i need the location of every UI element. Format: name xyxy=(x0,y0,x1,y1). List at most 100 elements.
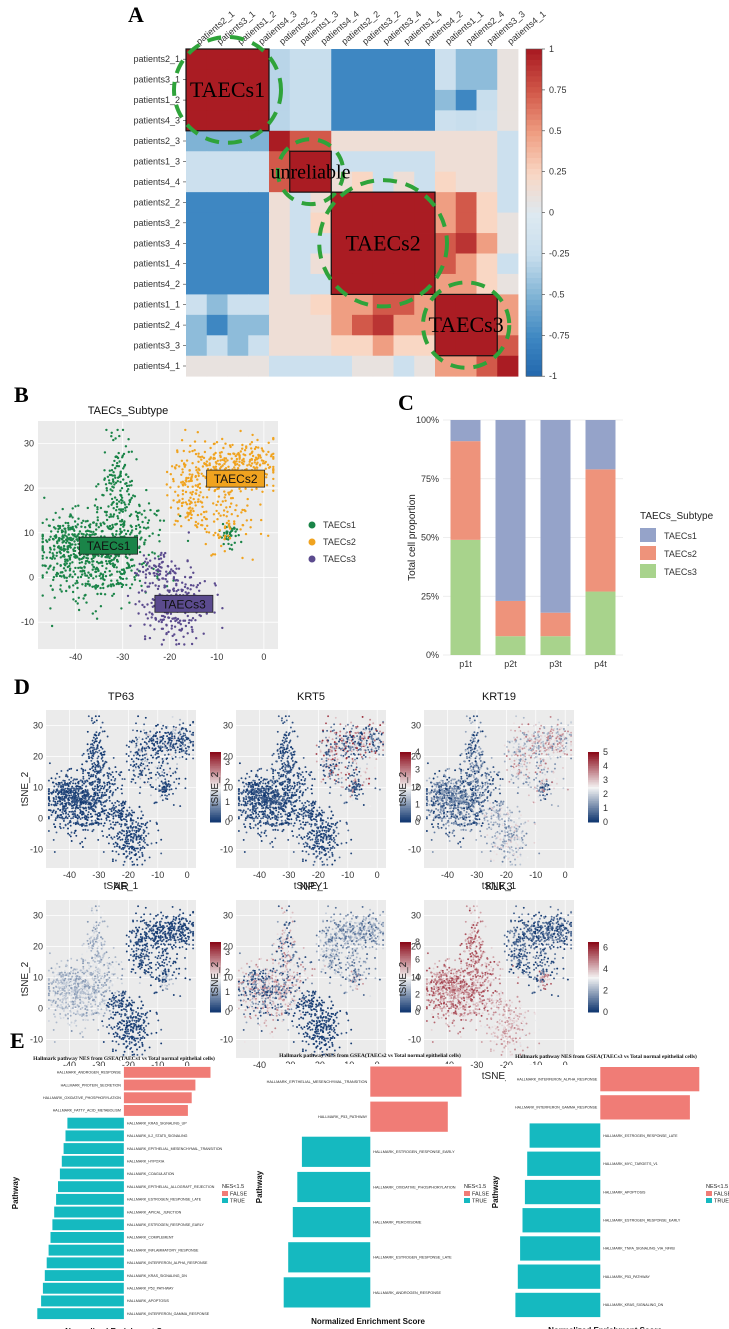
cell-point xyxy=(125,505,128,509)
cell-point xyxy=(92,530,95,534)
colorbar-segment xyxy=(526,354,542,361)
cell-point xyxy=(158,562,161,566)
expression-point xyxy=(192,731,195,734)
expression-point xyxy=(99,752,102,755)
heatmap-cell xyxy=(310,355,332,377)
cell-point xyxy=(192,584,195,587)
cell-point xyxy=(110,515,113,518)
stacked-bar-segment xyxy=(495,636,526,655)
cell-point xyxy=(119,493,122,497)
heatmap-cell xyxy=(289,355,311,377)
expression-point xyxy=(269,823,271,826)
expression-point xyxy=(94,763,97,766)
cell-point xyxy=(164,585,167,588)
expression-point xyxy=(65,773,68,776)
expression-point xyxy=(121,815,124,818)
expression-point xyxy=(246,816,249,819)
expression-point xyxy=(68,768,71,771)
cell-point xyxy=(191,473,194,476)
cell-point xyxy=(260,459,264,462)
cell-point xyxy=(170,465,174,468)
expression-point xyxy=(50,803,53,806)
cell-point xyxy=(185,480,188,483)
expression-point xyxy=(192,757,195,760)
expression-point xyxy=(94,715,97,718)
expression-point xyxy=(243,851,246,853)
cell-point xyxy=(144,613,148,616)
expression-point xyxy=(93,762,96,764)
expression-point xyxy=(286,757,289,760)
x-tick-label: -40 xyxy=(253,870,266,880)
expression-point xyxy=(150,754,153,757)
heatmap-cell xyxy=(248,49,270,70)
expression-point xyxy=(107,842,110,845)
cell-point xyxy=(205,496,209,499)
expression-point xyxy=(154,773,157,776)
expression-point xyxy=(291,808,294,811)
expression-point xyxy=(66,791,69,794)
expression-point xyxy=(123,834,126,837)
cell-point xyxy=(77,566,80,570)
expression-point xyxy=(120,819,123,821)
expression-point xyxy=(128,847,131,850)
expression-point xyxy=(129,749,132,752)
expression-point xyxy=(113,779,116,782)
cell-point xyxy=(248,460,251,463)
expression-point xyxy=(98,741,101,744)
cell-point xyxy=(233,526,236,529)
cell-point xyxy=(103,451,107,454)
expression-point xyxy=(94,810,97,813)
cell-point xyxy=(113,563,117,567)
colorbar-segment xyxy=(526,49,542,55)
cell-point xyxy=(124,473,128,476)
panel-letter-b: B xyxy=(14,382,29,407)
expression-point xyxy=(240,803,243,806)
cell-point xyxy=(143,605,146,609)
expression-point xyxy=(107,811,110,814)
expression-point xyxy=(143,759,146,762)
expression-point xyxy=(74,788,77,791)
expression-point xyxy=(150,781,153,784)
y-tick-label: 0 xyxy=(29,572,34,582)
expression-point xyxy=(269,842,272,845)
expression-point xyxy=(175,767,178,770)
cell-point xyxy=(45,539,48,542)
cell-point xyxy=(111,478,115,481)
expression-point xyxy=(169,737,172,739)
heatmap-cell xyxy=(476,151,498,173)
expression-point xyxy=(250,785,253,788)
cell-point xyxy=(103,593,107,596)
expression-point xyxy=(192,753,195,756)
expression-point xyxy=(284,763,287,766)
cell-point xyxy=(202,456,206,460)
heatmap-cell xyxy=(269,151,291,173)
cell-point xyxy=(127,450,130,454)
heatmap-cell xyxy=(414,273,436,295)
cell-point xyxy=(62,549,66,552)
cell-point xyxy=(41,521,44,525)
colorbar-segment xyxy=(526,168,542,175)
heatmap-cell xyxy=(227,151,249,173)
cell-point xyxy=(250,458,254,461)
expression-point xyxy=(244,791,247,794)
expression-point xyxy=(261,813,264,816)
cell-point xyxy=(148,534,151,538)
cell-point xyxy=(184,624,188,628)
expression-point xyxy=(161,742,164,745)
expression-point xyxy=(84,828,87,831)
expression-point xyxy=(192,720,195,723)
expression-point xyxy=(63,779,66,782)
expression-point xyxy=(269,787,271,790)
cell-point xyxy=(223,531,226,535)
expression-point xyxy=(160,727,163,730)
cell-point xyxy=(143,637,147,641)
expression-point xyxy=(161,786,164,789)
expression-point xyxy=(85,807,88,810)
expression-point xyxy=(131,829,134,832)
expression-point xyxy=(246,802,249,805)
expression-point xyxy=(291,730,294,733)
heatmap-cell xyxy=(248,171,270,193)
cell-point xyxy=(111,489,114,492)
expression-point xyxy=(292,834,295,837)
cell-point xyxy=(68,575,71,578)
